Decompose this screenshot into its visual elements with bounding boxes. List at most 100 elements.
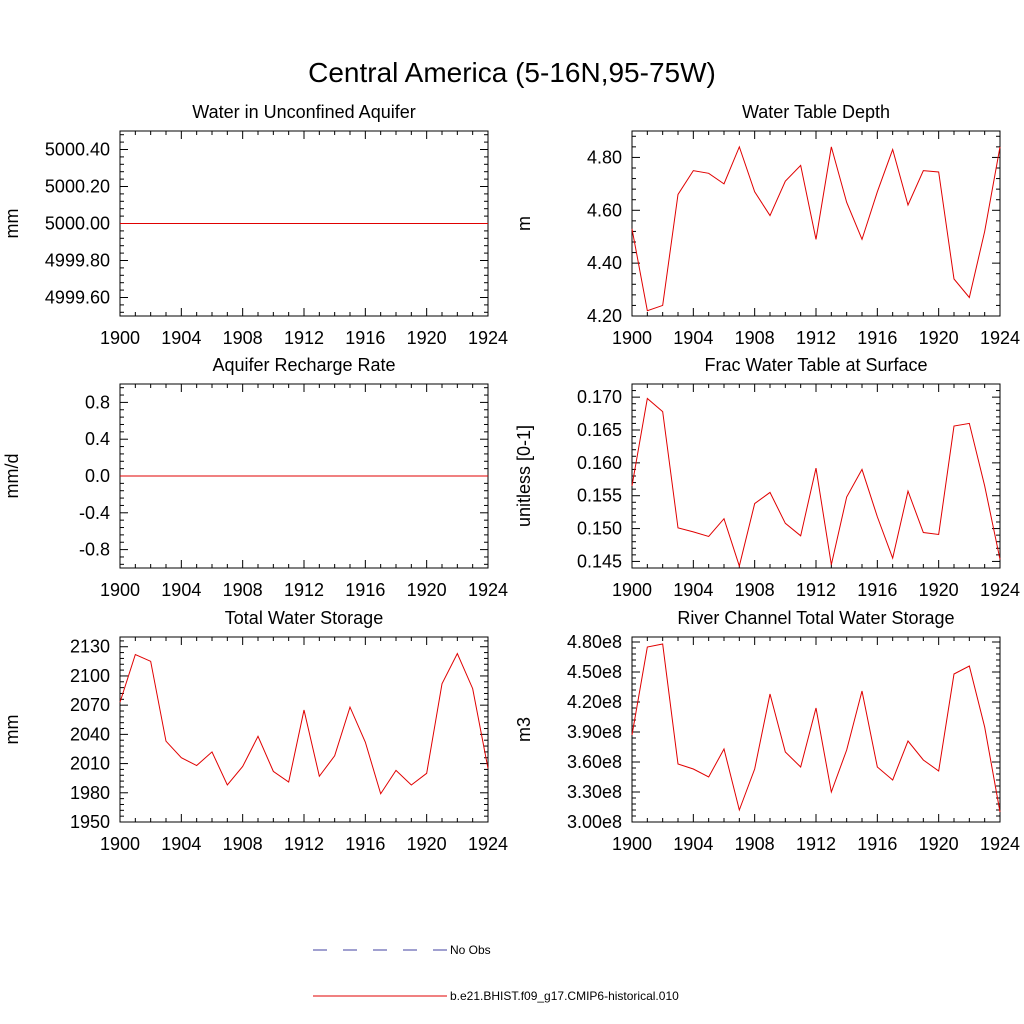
panel-2: Water Table Depth m 1900 1904 1908 1912 1916 19…: [514, 102, 1020, 348]
y-tick-label: 0.155: [577, 486, 622, 506]
y-tick-label: 0.8: [85, 392, 110, 412]
x-tick-label: 1916: [345, 328, 385, 348]
y-axis-label: m: [514, 216, 534, 231]
x-tick-label: 1900: [612, 328, 652, 348]
legend: No Obs b.e21.BHIST.f09_g17.CMIP6-histori…: [313, 943, 679, 1003]
y-tick-label: 5000.20: [45, 177, 110, 197]
legend-no-obs-label: No Obs: [450, 943, 491, 957]
x-tick-label: 1912: [796, 834, 836, 854]
x-tick-label: 1920: [919, 328, 959, 348]
figure-title: Central America (5-16N,95-75W): [308, 57, 716, 88]
x-tick-label: 1916: [345, 580, 385, 600]
y-tick-label: 4.50e8: [567, 662, 622, 682]
x-tick-label: 1904: [161, 328, 201, 348]
y-axis-label: m3: [514, 717, 534, 742]
panel-title: Aquifer Recharge Rate: [212, 355, 395, 375]
plot-frame: [119, 636, 489, 823]
series-line: [631, 643, 1001, 813]
x-tick-label: 1920: [407, 580, 447, 600]
x-tick-label: 1900: [612, 580, 652, 600]
series-line: [631, 145, 1001, 312]
x-tick-label: 1916: [345, 834, 385, 854]
y-tick-label: 0.170: [577, 387, 622, 407]
x-tick-label: 1908: [735, 328, 775, 348]
y-tick-label: 4.20e8: [567, 692, 622, 712]
x-tick-label: 1900: [612, 834, 652, 854]
x-tick-label: 1916: [857, 580, 897, 600]
y-tick-label: 2130: [70, 637, 110, 657]
y-tick-label: 2070: [70, 695, 110, 715]
y-tick-label: 5000.00: [45, 214, 110, 234]
y-tick-label: 4.80: [587, 147, 622, 167]
y-tick-label: 4.80e8: [567, 632, 622, 652]
x-tick-label: 1908: [223, 580, 263, 600]
y-tick-label: 1950: [70, 812, 110, 832]
y-tick-label: 4999.60: [45, 288, 110, 308]
x-tick-label: 1912: [796, 580, 836, 600]
plot-frame: [631, 130, 1001, 317]
y-tick-label: -0.4: [79, 503, 110, 523]
y-tick-label: 3.00e8: [567, 812, 622, 832]
x-tick-label: 1920: [919, 580, 959, 600]
y-tick-label: 0.150: [577, 519, 622, 539]
y-tick-label: 0.145: [577, 551, 622, 571]
series-line: [631, 397, 1001, 568]
x-tick-label: 1924: [468, 580, 508, 600]
panel-title: Water in Unconfined Aquifer: [192, 102, 415, 122]
x-tick-label: 1908: [735, 834, 775, 854]
x-tick-label: 1904: [161, 834, 201, 854]
plot-frame: [631, 383, 1001, 569]
x-tick-label: 1920: [407, 328, 447, 348]
panel-4: Frac Water Table at Surface unitless [0-1…: [514, 355, 1020, 600]
y-axis-label: mm: [2, 209, 22, 239]
panel-5: Total Water Storage mm 1900 1904 1908 1912 191…: [2, 608, 508, 854]
x-tick-label: 1900: [100, 580, 140, 600]
y-tick-label: 2040: [70, 724, 110, 744]
y-axis-label: mm/d: [2, 454, 22, 499]
panel-title: Water Table Depth: [742, 102, 890, 122]
x-tick-label: 1900: [100, 328, 140, 348]
panel-title: River Channel Total Water Storage: [677, 608, 954, 628]
x-tick-label: 1920: [407, 834, 447, 854]
y-tick-label: 4.20: [587, 306, 622, 326]
y-axis-label: unitless [0-1]: [514, 425, 534, 527]
x-tick-label: 1912: [796, 328, 836, 348]
x-tick-label: 1924: [468, 834, 508, 854]
x-tick-label: 1924: [980, 580, 1020, 600]
chart-panels: Water in Unconfined Aquifer mm 1900 1904 190…: [2, 102, 1020, 854]
x-tick-label: 1900: [100, 834, 140, 854]
x-tick-label: 1924: [980, 834, 1020, 854]
y-tick-label: 0.0: [85, 466, 110, 486]
x-tick-label: 1904: [673, 834, 713, 854]
y-tick-label: 4.60: [587, 200, 622, 220]
x-tick-label: 1924: [468, 328, 508, 348]
x-tick-label: 1908: [735, 580, 775, 600]
x-tick-label: 1904: [673, 328, 713, 348]
y-tick-label: 1980: [70, 783, 110, 803]
y-tick-label: 2010: [70, 754, 110, 774]
x-tick-label: 1912: [284, 328, 324, 348]
x-tick-label: 1924: [980, 328, 1020, 348]
series-line: [119, 652, 489, 795]
y-tick-label: 0.160: [577, 453, 622, 473]
x-tick-label: 1904: [673, 580, 713, 600]
x-tick-label: 1912: [284, 580, 324, 600]
panel-6: River Channel Total Water Storage m3 1900 1…: [514, 608, 1020, 854]
y-tick-label: 3.90e8: [567, 722, 622, 742]
y-tick-label: 0.165: [577, 420, 622, 440]
y-tick-label: -0.8: [79, 540, 110, 560]
y-tick-label: 4.40: [587, 253, 622, 273]
y-tick-label: 3.30e8: [567, 782, 622, 802]
x-tick-label: 1920: [919, 834, 959, 854]
x-tick-label: 1908: [223, 328, 263, 348]
x-tick-label: 1904: [161, 580, 201, 600]
y-tick-label: 0.4: [85, 429, 110, 449]
y-tick-label: 5000.40: [45, 140, 110, 160]
panel-3: Aquifer Recharge Rate mm/d 1900 1904 1908 191…: [2, 355, 508, 600]
y-tick-label: 4999.80: [45, 251, 110, 271]
x-tick-label: 1912: [284, 834, 324, 854]
panel-title: Total Water Storage: [225, 608, 383, 628]
legend-model-label: b.e21.BHIST.f09_g17.CMIP6-historical.010: [450, 989, 679, 1003]
x-tick-label: 1916: [857, 834, 897, 854]
